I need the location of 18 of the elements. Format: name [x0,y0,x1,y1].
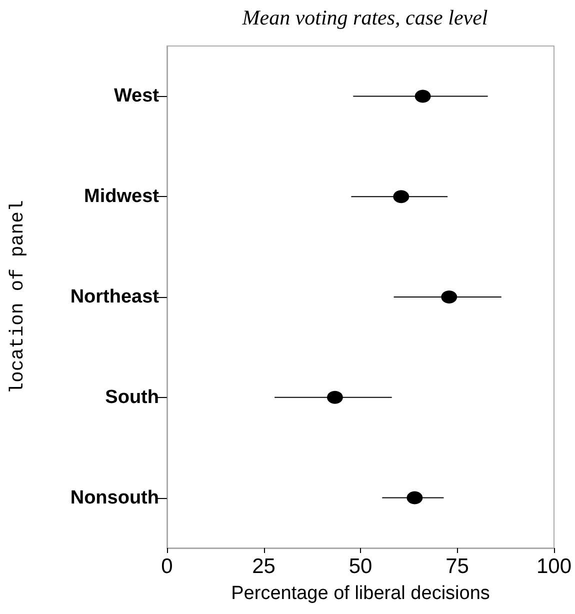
point [326,390,343,404]
x-tick-label: 50 [348,555,372,578]
y-tick-label: Nonsouth [70,487,159,508]
point [441,290,458,304]
y-tick-label: Northeast [70,286,160,308]
point [393,190,410,204]
x-tick-label: 100 [536,555,572,578]
y-axis-title: location of panel [6,200,28,394]
x-tick-label: 75 [446,555,469,578]
point [406,491,423,504]
x-axis-title: Percentage of liberal decisions [231,583,490,604]
y-tick-label: Midwest [84,186,160,208]
point [414,90,431,103]
chart-title: Mean voting rates, case level [241,6,488,30]
y-tick-label: South [105,386,159,408]
x-tick-label: 0 [161,555,173,578]
y-tick-label: West [114,86,160,107]
x-tick-label: 25 [252,555,276,578]
